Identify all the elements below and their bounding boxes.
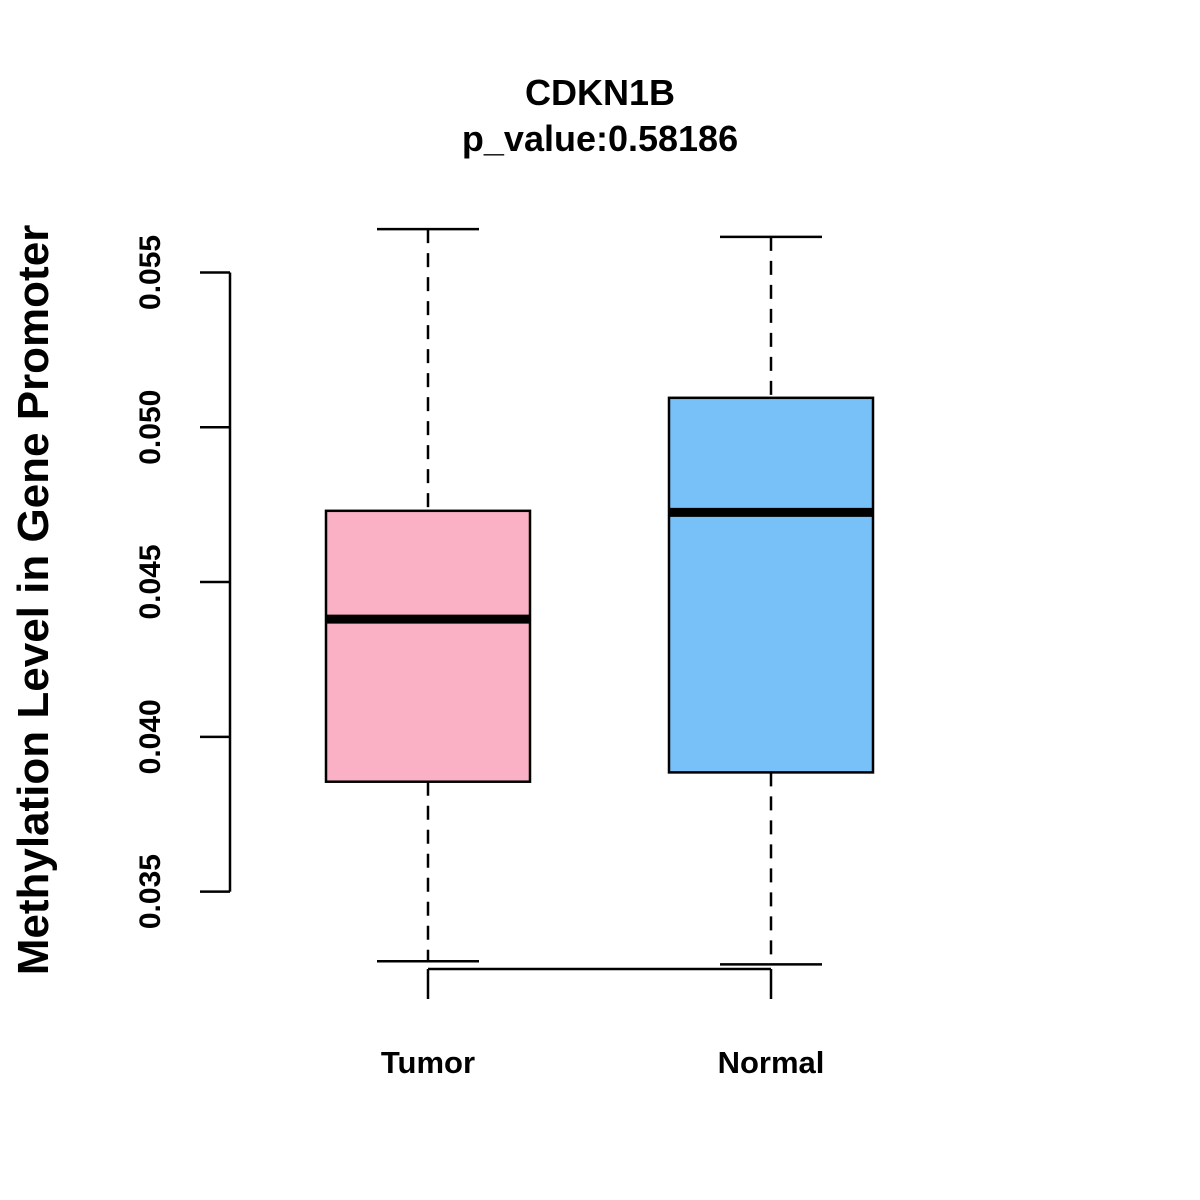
chart-title: CDKN1B	[525, 72, 675, 113]
y-tick-label: 0.055	[134, 235, 167, 310]
chart-subtitle: p_value:0.58186	[462, 118, 738, 159]
y-axis: 0.035 0.040 0.045 0.050 0.055	[134, 235, 232, 929]
y-tick-label: 0.035	[134, 854, 167, 929]
x-tick-label: Normal	[718, 1045, 825, 1080]
box-normal	[667, 235, 875, 966]
box-iqr	[324, 509, 532, 783]
y-tick-label: 0.040	[134, 699, 167, 774]
y-axis-title: Methylation Level in Gene Promoter	[9, 225, 58, 976]
x-axis: Tumor Normal	[381, 967, 825, 1080]
y-tick-label: 0.045	[134, 544, 167, 619]
box-series	[324, 227, 875, 966]
box-tumor	[324, 227, 532, 963]
x-tick-label: Tumor	[381, 1045, 475, 1080]
box-iqr	[667, 396, 875, 774]
y-tick-label: 0.050	[134, 390, 167, 465]
